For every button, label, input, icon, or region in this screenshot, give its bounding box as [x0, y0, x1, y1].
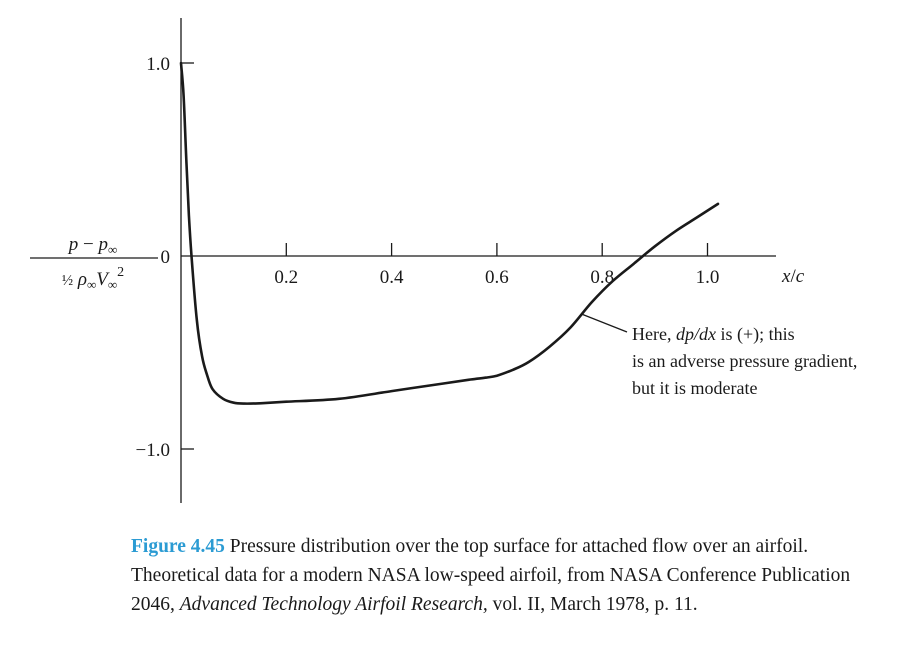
annotation-line-2: is an adverse pressure gradient, [632, 351, 857, 371]
annotation-line-1: Here, dp/dx is (+); this [632, 324, 795, 345]
ticks: 0.2 0.4 0.6 0.8 1.0 1.0 0 −1.0 [136, 54, 720, 461]
x-label-x: x [781, 266, 791, 287]
y-label-denominator: ½ ρ∞V∞2 [62, 265, 124, 292]
pressure-coefficient-curve [179, 61, 720, 405]
y-tick-label: 1.0 [146, 54, 170, 75]
y-axis-label: p − p∞ ½ ρ∞V∞2 [30, 234, 158, 292]
annotation-leader-line [580, 313, 628, 333]
x-tick-label: 0.2 [274, 267, 298, 288]
x-axis-label: x/c [781, 266, 805, 287]
figure-caption: Figure 4.45 Pressure distribution over t… [131, 532, 871, 619]
y-tick-label: −1.0 [136, 440, 170, 461]
x-tick-label: 1.0 [696, 267, 720, 288]
annotation-line-3: but it is moderate [632, 378, 757, 398]
pressure-distribution-chart: 0.2 0.4 0.6 0.8 1.0 1.0 0 −1.0 p − p∞ ½ ρ∞V∞2 x… [30, 18, 857, 503]
caption-text-2: vol. II, March 1978, p. 11. [487, 594, 698, 615]
x-tick-label: 0.4 [380, 267, 404, 288]
x-tick-label: 0.8 [590, 267, 614, 288]
caption-text-1: Pressure distribution over the top surfa… [131, 536, 851, 615]
caption-publication-title: Advanced Technology Airfoil Research, [179, 594, 488, 615]
x-tick-label: 0.6 [485, 267, 509, 288]
axes [180, 18, 776, 503]
y-tick-label: 0 [161, 247, 171, 268]
y-label-numerator: p − p∞ [67, 234, 118, 257]
figure-label: Figure 4.45 [131, 536, 225, 557]
